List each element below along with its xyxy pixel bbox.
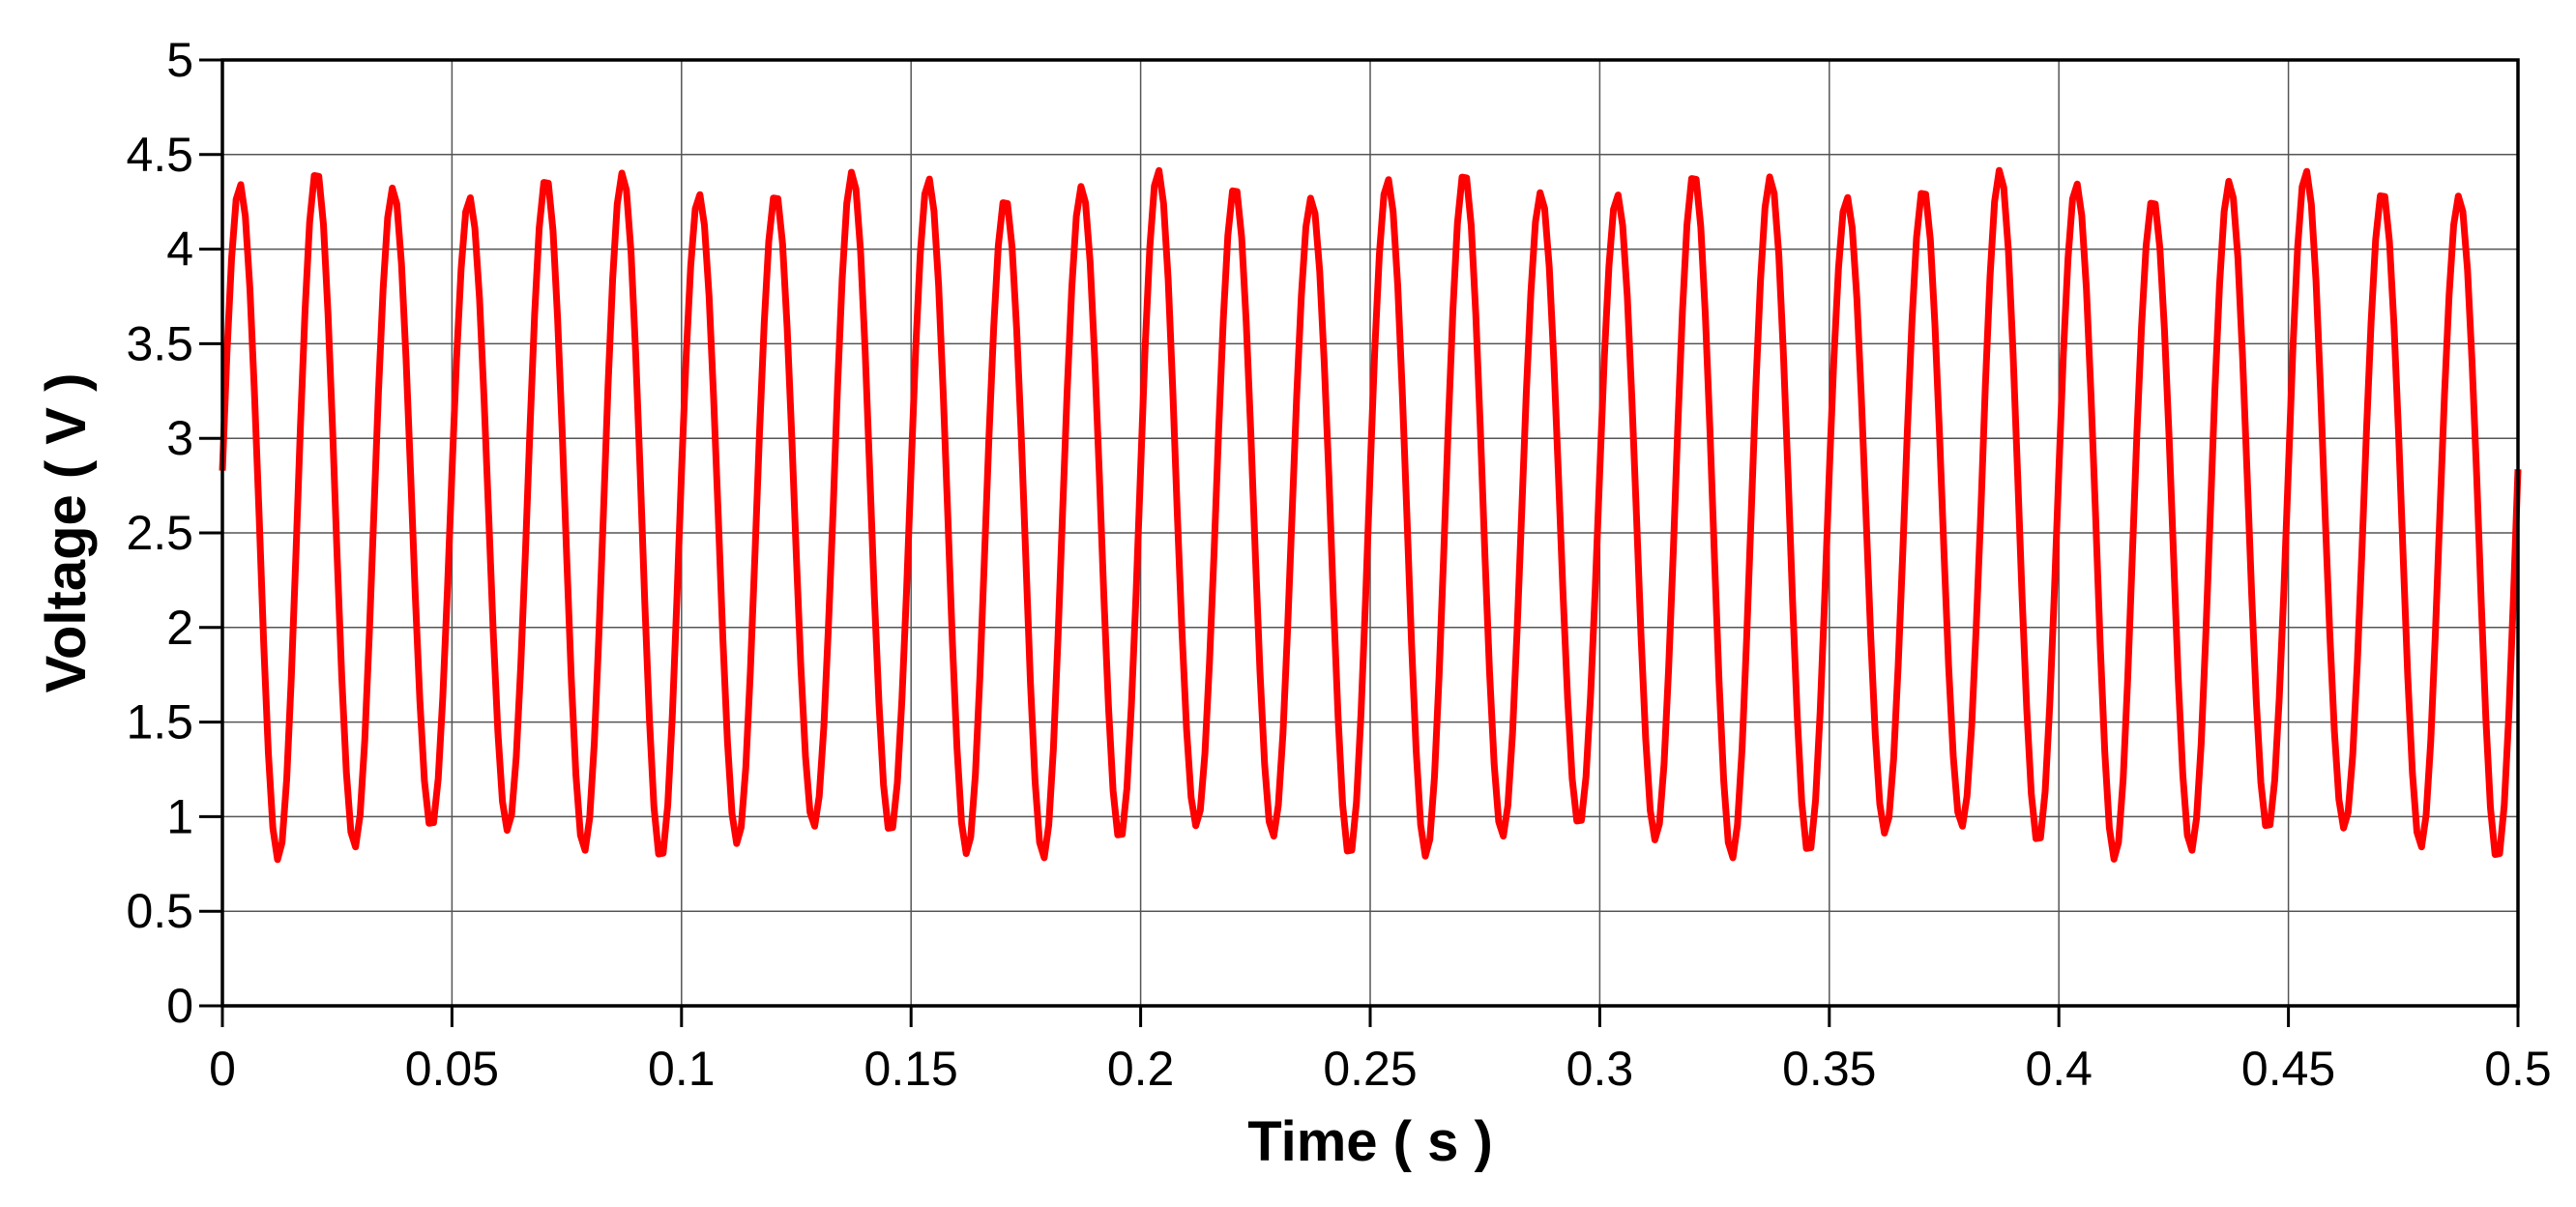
series-line-0 [219,166,2522,864]
y-tick-label: 0.5 [126,884,193,938]
y-tick-label: 1.5 [126,695,193,750]
y-tick-label: 4.5 [126,128,193,182]
x-tick-label: 0.2 [1107,1042,1175,1096]
x-tick-label: 0 [209,1042,236,1096]
x-tick-label: 0.15 [864,1042,958,1096]
y-tick-label: 3.5 [126,316,193,370]
y-tick-label: 5 [166,33,193,87]
x-tick-label: 0.3 [1566,1042,1634,1096]
y-axis-title: Voltage ( V ) [35,373,98,693]
y-tick-label: 2 [166,601,193,655]
y-tick-label: 0 [166,979,193,1033]
x-tick-label: 0.1 [648,1042,716,1096]
y-tick-label: 3 [166,411,193,465]
x-tick-label: 0.05 [405,1042,499,1096]
y-tick-label: 4 [166,222,193,277]
y-tick-label: 1 [166,789,193,843]
y-axis-ticks: 0 0.5 1 1.5 2 2.5 3 3.5 4 4.5 5 [126,33,222,1033]
x-axis-ticks: 0 0.05 0.1 0.15 0.2 0.25 0.3 0.35 0.4 0.45 0.5 [209,1006,2552,1096]
series-layer [219,166,2522,864]
x-tick-label: 0.35 [1782,1042,1876,1096]
x-tick-label: 0.25 [1323,1042,1417,1096]
x-tick-label: 0.5 [2484,1042,2552,1096]
y-tick-label: 2.5 [126,506,193,560]
x-tick-label: 0.4 [2025,1042,2093,1096]
x-axis-title: Time ( s ) [1247,1110,1493,1173]
x-tick-label: 0.45 [2241,1042,2335,1096]
